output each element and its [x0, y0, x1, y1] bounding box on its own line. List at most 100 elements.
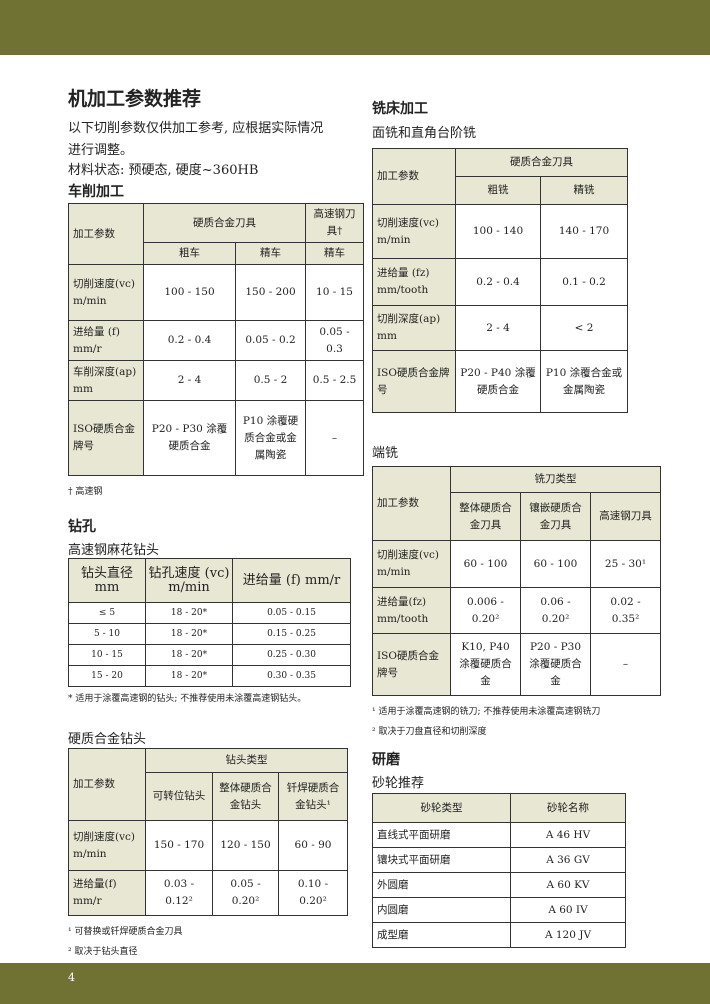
title: 机加工参数推荐 [68, 88, 202, 110]
table-cell: P10 涂覆硬质合金或金属陶瓷 [235, 400, 306, 476]
table-cell: 精车 [235, 242, 306, 265]
table-cell: 硬质合金刀具 [455, 148, 628, 177]
table-row: 进给量 (fz) mm/tooth 0.2 - 0.4 0.1 - 0.2 [372, 258, 628, 306]
table-cell: 镶嵌硬质合金刀具 [520, 492, 591, 541]
table-row: 15 - 20 18 - 20* 0.30 - 0.35 [68, 665, 351, 687]
subheading: 端铣 [372, 446, 399, 461]
table-cell: A 60 IV [510, 897, 626, 923]
table-cell: 150 - 170 [145, 820, 213, 871]
heading: 研磨 [372, 752, 400, 768]
table-cell: 2 - 4 [455, 305, 541, 351]
table-cell: A 120 JV [510, 922, 626, 948]
footnote: * 适用于涂覆高速钢的钻头; 不推荐使用未涂覆高速钢钻头。 [68, 694, 307, 704]
table-row: 加工参数 硬质合金刀具 高速钢刀具† [68, 203, 364, 265]
table-cell: 加工参数 [68, 203, 144, 265]
table-cell: 60 - 90 [278, 820, 348, 871]
table-cell: ISO硬质合金牌号 [68, 400, 144, 476]
table-cell: 25 - 30¹ [590, 540, 661, 588]
footnote: ² 取决于刀盘直径和切削深度 [372, 727, 487, 737]
table-cell: K10, P40 涂覆硬质合金 [450, 633, 521, 696]
footnote: † 高速钢 [68, 487, 103, 497]
table-cell: P20 - P30 涂覆硬质合金 [520, 633, 591, 696]
table-cell: 切削速度(vc) m/min [68, 264, 144, 321]
footnote: ¹ 可替换或钎焊硬质合金刀具 [68, 927, 183, 937]
table-row: 外圆磨 A 60 KV [372, 872, 626, 898]
table-cell: 硬质合金刀具 [143, 203, 306, 243]
table-row: 进给量(fz) mm/tooth 0.006 - 0.20² 0.06 - 0.20… [372, 587, 661, 634]
table-cell: 进给量 (f) mm/r [68, 320, 144, 361]
table-row: ≤ 5 18 - 20* 0.05 - 0.15 [68, 602, 351, 624]
table-cell: 整体硬质合金刀具 [450, 492, 521, 541]
table-row: 粗车 精车 精车 [69, 242, 364, 265]
table-row: 车削深度(ap) mm 2 - 4 0.5 - 2 0.5 - 2.5 [68, 360, 364, 401]
table-cell: ≤ 5 [68, 602, 146, 624]
table-cell: 150 - 200 [235, 264, 306, 321]
table-cell: 铣刀类型 [450, 466, 661, 493]
table-cell: A 60 KV [510, 872, 626, 898]
table-cell: 加工参数 [372, 148, 456, 205]
table-cell: 18 - 20* [145, 665, 233, 687]
table-row: 进给量(f) mm/r 0.03 - 0.12² 0.05 - 0.20² 0.10 … [68, 870, 348, 916]
table-row: ISO硬质合金牌号 P20 - P40 涂覆硬质合金 P10 涂覆合金或金属陶瓷 [372, 350, 628, 413]
table-cell: 砂轮名称 [510, 793, 626, 823]
table-cell: 0.03 - 0.12² [145, 870, 213, 916]
table-cell: 切削速度(vc) m/min [372, 204, 456, 259]
table-row: 进给量 (f) mm/r 0.2 - 0.4 0.05 - 0.2 0.05 - 0.… [68, 320, 364, 361]
table-row: 整体硬质合金刀具 镶嵌硬质合金刀具 高速钢刀具 [373, 492, 661, 541]
table-cell: P10 涂覆合金或金属陶瓷 [540, 350, 628, 413]
bottom-bar [0, 963, 710, 1004]
drilling-table: 钻头直径 mm 钻孔速度 (vc) m/min 进给量 (f) mm/r ≤ 5 18… [68, 558, 351, 687]
table-cell: 0.02 - 0.35² [590, 587, 661, 634]
table-cell: 车削深度(ap) mm [68, 360, 144, 401]
table-row: 10 - 15 18 - 20* 0.25 - 0.30 [68, 644, 351, 666]
table-row: 钻头直径 mm 钻孔速度 (vc) m/min 进给量 (f) mm/r [68, 558, 351, 603]
table-cell: 60 - 100 [520, 540, 591, 588]
table-cell: 0.2 - 0.4 [143, 320, 236, 361]
table-cell: 0.05 - 0.3 [305, 320, 364, 361]
table-cell: 钻头类型 [145, 748, 348, 773]
table-cell: ISO硬质合金牌号 [372, 350, 456, 413]
table-row: ISO硬质合金牌号 K10, P40 涂覆硬质合金 P20 - P30 涂覆硬质合金… [372, 633, 661, 696]
table-cell: 0.30 - 0.35 [232, 665, 351, 687]
heading: 铣床加工 [372, 101, 428, 117]
table-row: 切削速度(vc) m/min 60 - 100 60 - 100 25 - 30¹ [372, 540, 661, 588]
table-cell: 切削深度(ap) mm [372, 305, 456, 351]
table-row: 加工参数 钻头类型 [68, 748, 348, 821]
table-cell: P20 - P30 涂覆硬质合金 [143, 400, 236, 476]
page-number: 4 [68, 971, 75, 984]
table-cell: 钎焊硬质合金钻头¹ [278, 772, 348, 821]
heading: 钻孔 [68, 519, 96, 535]
table-cell: 切削速度(vc) m/min [372, 540, 451, 588]
table-cell: 进给量(fz) mm/tooth [372, 587, 451, 634]
table-cell: 0.05 - 0.20² [212, 870, 279, 916]
milling-table: 加工参数 硬质合金刀具 粗铣 精铣 切削速度(vc) m/min 100 - 140 1… [372, 148, 628, 413]
table-cell: 0.05 - 0.15 [232, 602, 351, 624]
table-row: 内圆磨 A 60 IV [372, 897, 626, 923]
table-cell: 10 - 15 [68, 644, 146, 666]
table-cell: 2 - 4 [143, 360, 236, 401]
table-cell: 内圆磨 [372, 897, 511, 923]
table-row: 加工参数 硬质合金刀具 [372, 148, 628, 205]
footnote: ¹ 适用于涂覆高速钢的铣刀; 不推荐使用未涂覆高速钢铣刀 [372, 707, 601, 717]
table-cell: 外圆磨 [372, 872, 511, 898]
carbide-drill-table: 加工参数 钻头类型 可转位钻头 整体硬质合金钻头 钎焊硬质合金钻头¹ 切削速度(vc)… [68, 748, 348, 916]
table-cell: 120 - 150 [212, 820, 279, 871]
table-cell: 5 - 10 [68, 623, 146, 645]
table-cell: 成型磨 [372, 922, 511, 948]
table-cell: 粗铣 [455, 176, 541, 205]
table-cell: 加工参数 [372, 466, 451, 541]
table-cell: 精车 [305, 242, 364, 265]
table-cell: 0.10 - 0.20² [278, 870, 348, 916]
table-row: 切削速度(vc) m/min 100 - 150 150 - 200 10 - 15 [68, 264, 364, 321]
table-cell: – [305, 400, 364, 476]
heading: 车削加工 [68, 184, 124, 200]
footnote: ² 取决于钻头直径 [68, 947, 138, 957]
table-cell: 直线式平面研磨 [372, 822, 511, 848]
table-cell: 高速钢刀具 [590, 492, 661, 541]
table-row: 镶块式平面研磨 A 36 GV [372, 847, 626, 873]
table-cell: 0.006 - 0.20² [450, 587, 521, 634]
table-cell: 整体硬质合金钻头 [212, 772, 279, 821]
table-cell: 高速钢刀具† [305, 203, 364, 243]
subheading: 高速钢麻花钻头 [68, 543, 160, 558]
